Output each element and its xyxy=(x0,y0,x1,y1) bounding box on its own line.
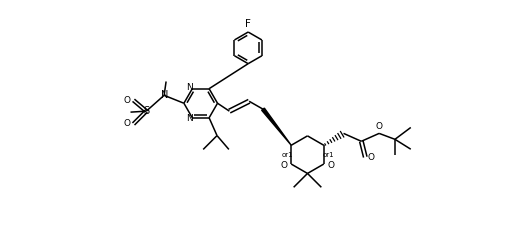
Text: O: O xyxy=(376,122,382,131)
Polygon shape xyxy=(261,108,291,145)
Text: O: O xyxy=(368,153,375,162)
Text: or1: or1 xyxy=(281,152,293,158)
Text: or1: or1 xyxy=(323,152,335,158)
Text: O: O xyxy=(123,120,130,128)
Text: O: O xyxy=(281,160,288,170)
Text: S: S xyxy=(143,106,149,116)
Text: N: N xyxy=(161,90,169,100)
Text: N: N xyxy=(186,83,193,92)
Text: O: O xyxy=(123,96,130,105)
Text: N: N xyxy=(186,114,193,123)
Text: F: F xyxy=(245,19,251,29)
Text: O: O xyxy=(327,160,334,170)
